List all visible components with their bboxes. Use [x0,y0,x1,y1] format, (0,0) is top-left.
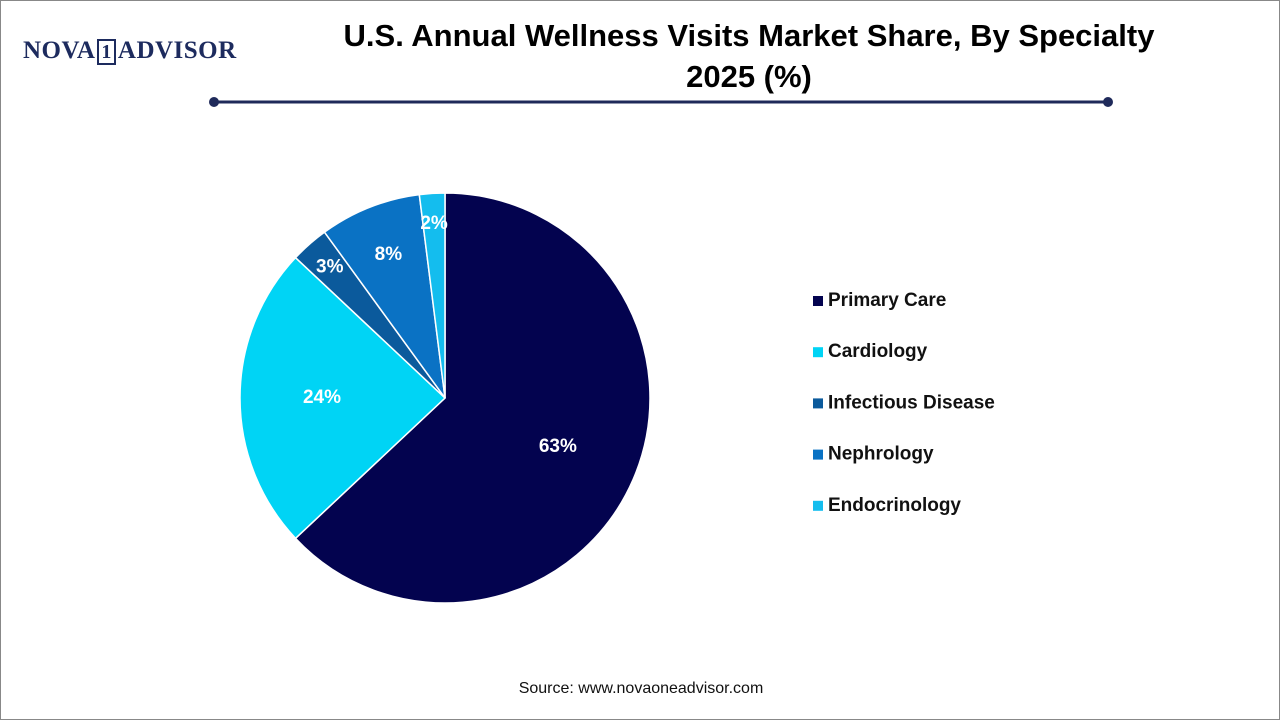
pie-slice [418,192,446,399]
data-label: 63% [539,436,577,457]
logo-text: NOVA [23,37,96,64]
pie-slice [239,256,447,540]
data-label: 8% [375,244,403,265]
legend-swatch [813,296,823,306]
legend-swatch [813,398,823,409]
data-label: 24% [303,387,341,408]
legend-label: Nephrology [828,444,934,465]
data-label: 3% [316,256,344,277]
logo-text: ADVISOR [117,37,237,64]
chart-title: U.S. Annual Wellness Visits Market Share… [343,18,1155,94]
pie-slice [323,193,446,399]
legend-swatch [813,347,823,358]
legend-label: Endocrinology [828,495,961,516]
legend-label: Primary Care [828,290,946,311]
logo-mark: 1 [97,39,116,65]
legend-swatch [813,449,823,460]
legend-label: Cardiology [828,341,928,362]
source: Source: www.novaoneadvisor.com [518,680,764,697]
separator-dot [209,97,219,107]
separator-dot [1103,97,1113,107]
data-label: 2% [420,213,448,234]
legend-label: Infectious Disease [828,392,995,413]
logo: NOVA 1 ADVISOR [23,37,237,65]
pie-slice [294,192,651,604]
legend-swatch [813,500,823,511]
